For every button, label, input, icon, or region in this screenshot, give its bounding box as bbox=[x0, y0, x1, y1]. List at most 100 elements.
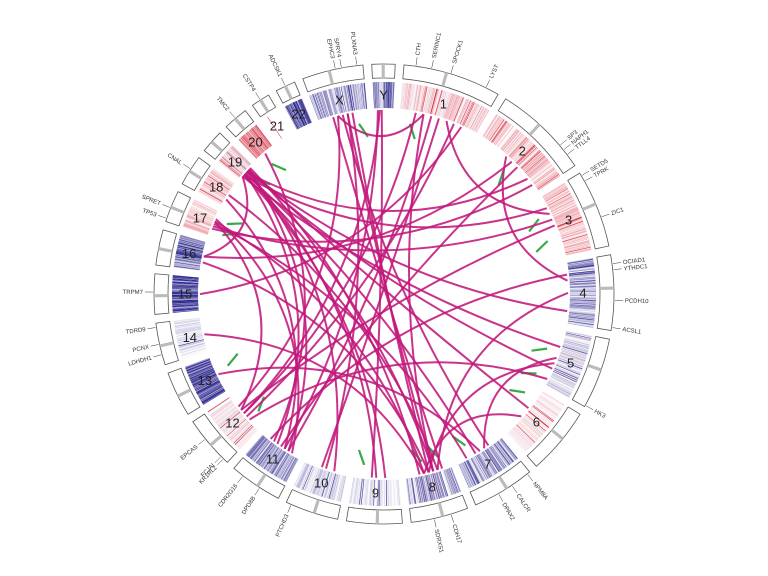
rearrangement-link bbox=[203, 175, 249, 258]
heat-stripe-chr-17 bbox=[185, 219, 210, 230]
heat-stripe-chr-16 bbox=[177, 244, 204, 251]
heat-stripe-chr-11 bbox=[274, 453, 289, 477]
heat-stripe-chr-5 bbox=[549, 378, 573, 392]
heat-stripe-chr-3 bbox=[564, 244, 591, 252]
heat-stripe-chr-X bbox=[332, 88, 340, 114]
heat-stripe-chr-17 bbox=[186, 215, 212, 227]
heat-stripe-chr-6 bbox=[507, 432, 526, 453]
heat-stripe-chr-2 bbox=[498, 126, 515, 148]
heat-stripe-chr-3 bbox=[554, 210, 580, 222]
heat-stripe-chr-1 bbox=[452, 96, 463, 122]
heat-stripe-chr-6 bbox=[532, 405, 554, 422]
heat-stripe-chr-6 bbox=[525, 413, 546, 432]
gene-tick-CDH17 bbox=[451, 514, 454, 523]
heat-stripe-chr-14 bbox=[180, 345, 206, 354]
heat-stripe-chr-5 bbox=[559, 355, 585, 365]
heat-stripe-chr-12 bbox=[212, 402, 234, 419]
heat-stripe-chr-10 bbox=[335, 474, 342, 501]
heat-stripe-chr-5 bbox=[560, 352, 586, 362]
heat-stripe-chr-X bbox=[346, 85, 353, 111]
heat-stripe-chr-2 bbox=[486, 117, 502, 140]
heat-stripe-chr-15 bbox=[172, 297, 199, 299]
heat-stripe-chr-8 bbox=[411, 477, 417, 504]
heat-stripe-chr-2 bbox=[529, 161, 551, 179]
heat-stripe-chr-7 bbox=[462, 462, 475, 486]
gene-label-SPRY4: SPRY4 bbox=[332, 38, 342, 59]
rearrangement-link bbox=[423, 413, 522, 474]
heat-stripe-chr-11 bbox=[247, 436, 266, 458]
heat-stripe-chr-6 bbox=[512, 428, 531, 448]
heat-stripe-chr-20 bbox=[243, 134, 262, 155]
heat-stripe-chr-13 bbox=[195, 379, 220, 393]
heat-stripe-chr-4 bbox=[567, 260, 594, 266]
heat-stripe-chr-8 bbox=[412, 477, 418, 504]
heat-stripe-chr-3 bbox=[560, 226, 586, 236]
heat-stripe-chr-20 bbox=[254, 125, 272, 147]
heat-stripe-chr-15 bbox=[172, 300, 199, 302]
heat-stripe-chr-X bbox=[310, 94, 321, 120]
heat-stripe-chr-7 bbox=[477, 454, 492, 478]
heat-stripe-chr-6 bbox=[537, 398, 560, 414]
heat-stripe-chr-12 bbox=[209, 398, 231, 415]
heat-stripe-chr-2 bbox=[503, 131, 521, 152]
ideogram-chr-6 bbox=[526, 406, 581, 467]
heat-stripe-chr-21 bbox=[274, 112, 289, 135]
heat-stripe-chr-19 bbox=[220, 158, 242, 176]
heat-stripe-chr-7 bbox=[465, 460, 478, 485]
heat-stripe-chr-13 bbox=[185, 359, 211, 370]
chromosome-ideogram-ring bbox=[153, 63, 615, 525]
heat-stripe-chr-X bbox=[355, 83, 361, 110]
rearrangement-link bbox=[287, 115, 433, 452]
heat-stripe-chr-11 bbox=[246, 435, 264, 456]
heat-stripe-chr-22 bbox=[301, 98, 312, 123]
gene-tick-ZIC1 bbox=[601, 213, 610, 218]
heat-stripe-chr-9 bbox=[396, 479, 400, 506]
heat-stripe-chr-8 bbox=[431, 473, 439, 500]
gene-label-EPHC3: EPHC3 bbox=[325, 38, 335, 59]
heat-stripe-chr-4 bbox=[568, 270, 595, 275]
heat-stripe-chr-20 bbox=[245, 132, 264, 154]
heat-stripe-chr-14 bbox=[175, 327, 202, 334]
heat-stripe-chr-1 bbox=[457, 99, 469, 124]
heat-stripe-chr-1 bbox=[411, 84, 417, 111]
heat-stripe-chr-3 bbox=[564, 240, 590, 248]
heat-stripe-chr-6 bbox=[519, 420, 540, 439]
heat-stripe-chr-4 bbox=[569, 274, 596, 278]
heat-stripe-chr-3 bbox=[562, 235, 589, 244]
heat-stripe-chr-11 bbox=[254, 441, 272, 463]
heat-stripe-chr-6 bbox=[519, 421, 539, 440]
heat-stripe-chr-1 bbox=[425, 87, 432, 113]
heat-stripe-chr-3 bbox=[546, 191, 570, 205]
heat-stripe-chr-X bbox=[353, 84, 358, 110]
heat-stripe-chr-X bbox=[329, 88, 337, 115]
heat-stripe-chr-11 bbox=[268, 450, 284, 473]
heat-stripe-chr-1 bbox=[466, 104, 479, 128]
gene-tick-DPAX2 bbox=[498, 494, 504, 502]
heat-stripe-chr-14 bbox=[178, 339, 204, 347]
ideogram-chr-11 bbox=[233, 457, 286, 499]
heat-stripe-chr-17 bbox=[188, 210, 214, 222]
heat-stripe-chr-3 bbox=[555, 211, 580, 223]
heat-stripe-chr-X bbox=[328, 89, 336, 115]
heat-stripe-chr-12 bbox=[215, 406, 237, 423]
heat-stripe-chr-9 bbox=[360, 478, 365, 505]
heat-stripe-chr-3 bbox=[555, 212, 581, 224]
heat-stripe-chr-8 bbox=[421, 476, 428, 502]
heat-stripe-chr-13 bbox=[190, 370, 215, 383]
heat-stripe-chr-X bbox=[349, 84, 355, 111]
heat-stripe-chr-8 bbox=[444, 469, 455, 495]
heat-stripe-chr-14 bbox=[181, 349, 207, 358]
heat-stripe-chr-8 bbox=[419, 476, 426, 503]
heat-stripe-chr-2 bbox=[507, 135, 526, 156]
heat-stripe-chr-11 bbox=[255, 442, 272, 464]
heat-stripe-chr-19 bbox=[227, 150, 247, 169]
heat-stripe-chr-2 bbox=[505, 133, 524, 154]
heat-stripe-chr-Y bbox=[377, 82, 379, 109]
heat-stripe-chr-X bbox=[337, 86, 345, 113]
heat-stripe-chr-7 bbox=[491, 445, 508, 467]
heat-stripe-chr-2 bbox=[496, 125, 514, 147]
gene-tick-CTH bbox=[415, 57, 418, 66]
heat-stripe-chr-12 bbox=[208, 398, 231, 414]
heat-stripe-chr-13 bbox=[197, 382, 221, 396]
heat-stripe-chr-X bbox=[337, 87, 344, 113]
